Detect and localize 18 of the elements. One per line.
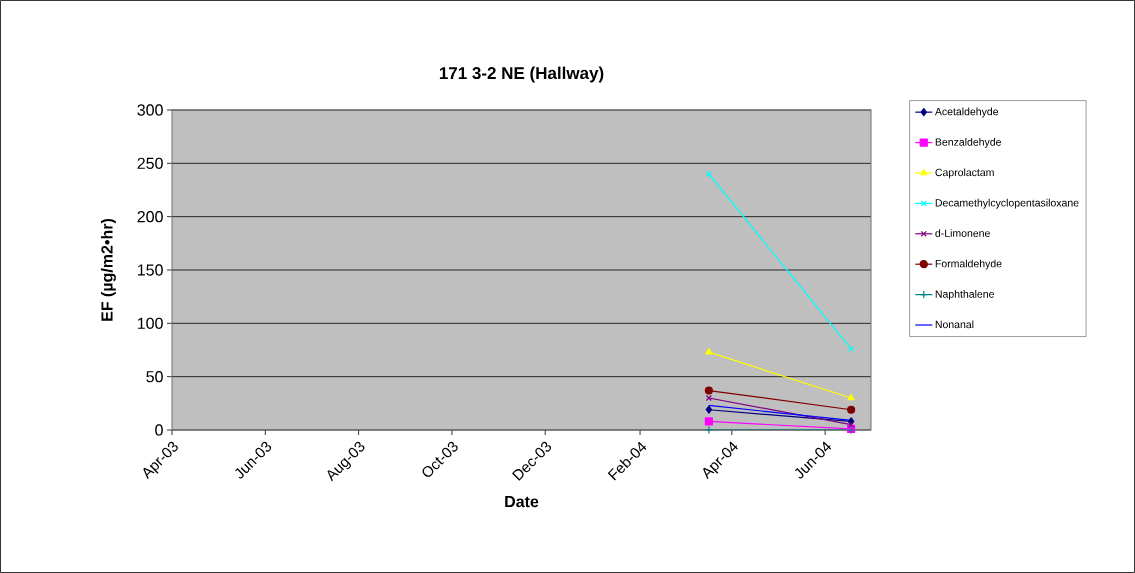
legend-label: Naphthalene <box>935 290 994 300</box>
legend-label: Nonanal <box>935 320 974 329</box>
y-tick-label: 50 <box>146 371 163 383</box>
y-tick-label: 250 <box>137 157 163 169</box>
y-tick-label: 200 <box>137 211 163 223</box>
y-tick-label: 0 <box>155 424 163 436</box>
x-axis-title: Date <box>505 496 539 508</box>
y-axis-title: EF (µg/m2•hr) <box>100 218 116 321</box>
legend-label: Benzaldehyde <box>935 138 1001 148</box>
legend-label: Formaldehyde <box>935 259 1002 270</box>
y-tick-label: 150 <box>138 264 163 276</box>
legend-label: d-Limonene <box>935 229 990 237</box>
legend-label: Decamethylcyclopentasiloxane <box>935 198 1079 209</box>
legend-label: Acetaldehyde <box>934 107 999 118</box>
chart-title: 171 3-2 NE (Hallway) <box>439 66 604 83</box>
legend-label: Caprolactam <box>935 168 994 179</box>
y-tick-label: 300 <box>137 104 163 116</box>
y-tick-label: 100 <box>138 317 163 329</box>
